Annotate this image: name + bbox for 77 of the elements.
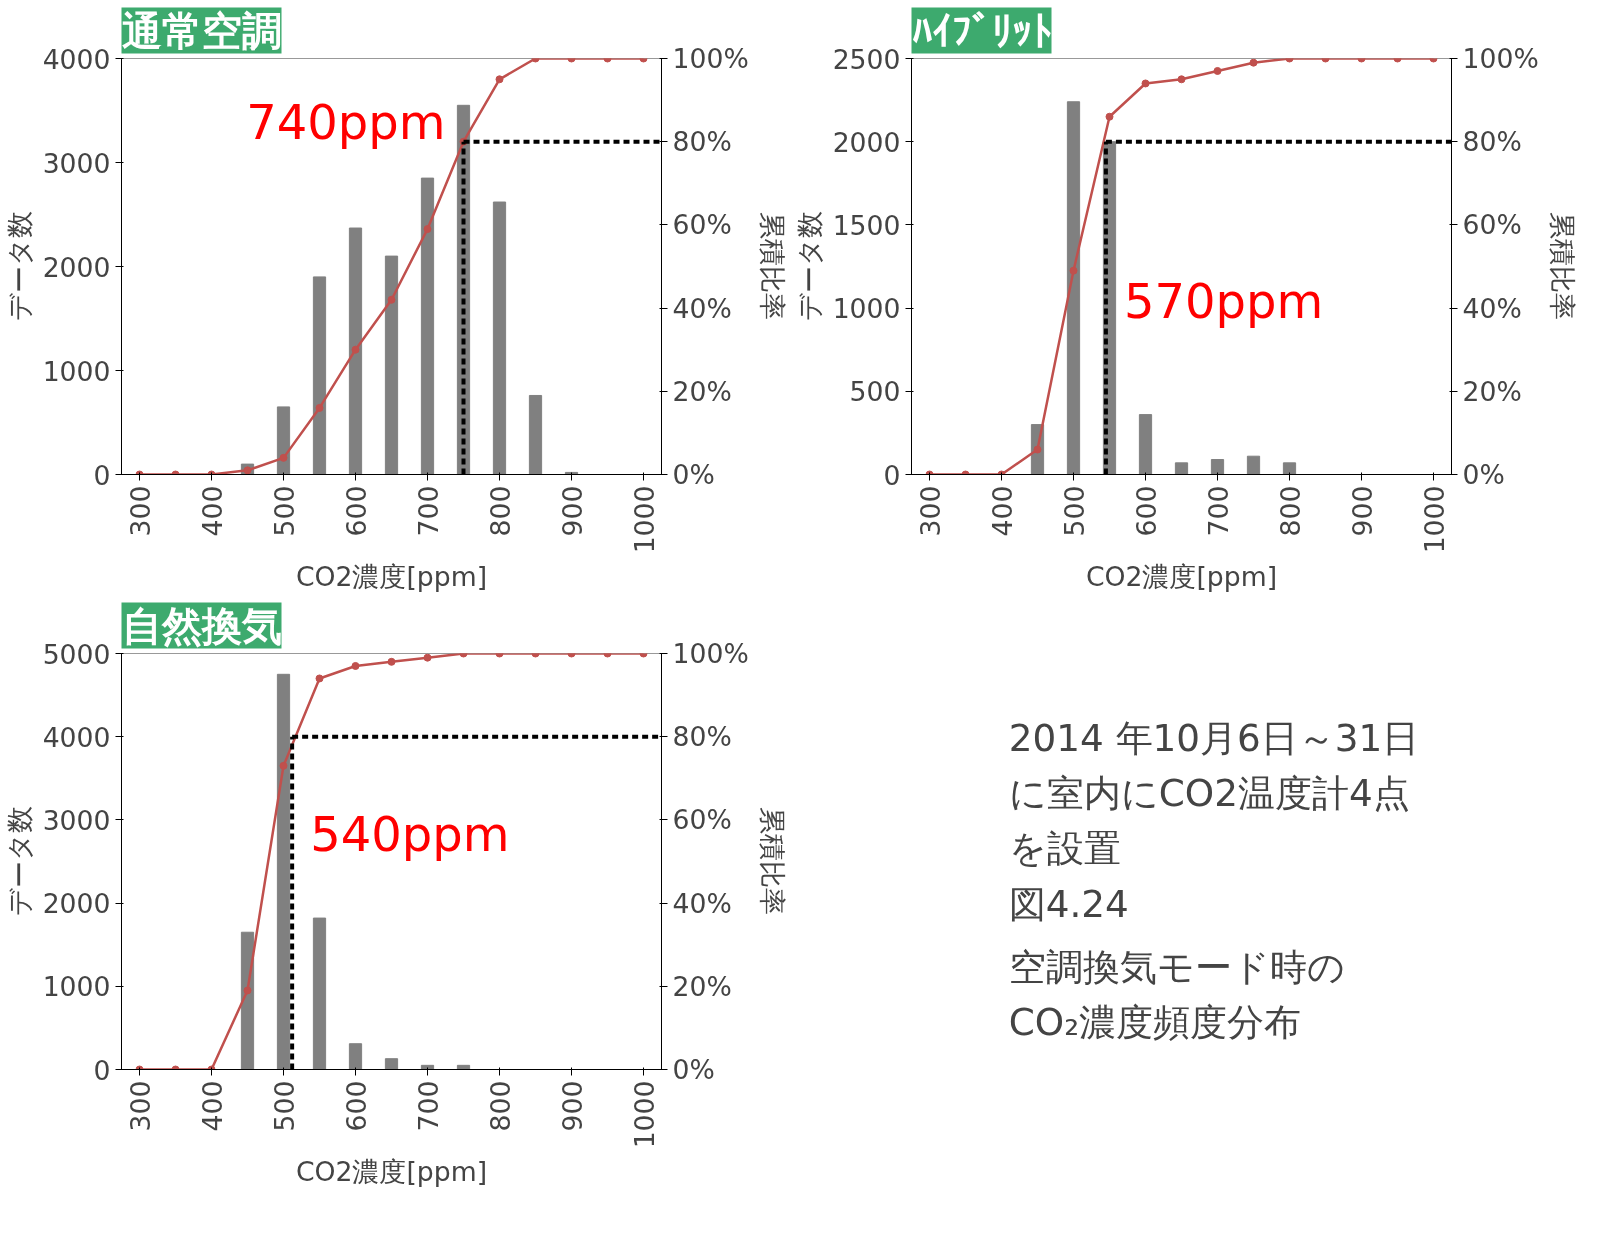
x-tick-label: 900 — [556, 485, 588, 537]
y2-tick-label: 80% — [672, 126, 732, 158]
chart-title: 自然換気 — [121, 602, 282, 649]
y2-tick-label: 40% — [672, 292, 732, 324]
x-tick-label: 1000 — [628, 1080, 660, 1149]
x-tick-label: 300 — [914, 485, 946, 537]
y2-axis-title: 累積比率 — [1546, 212, 1578, 321]
x-tick-label: 1000 — [628, 485, 660, 554]
y2-tick-label: 0% — [1462, 459, 1505, 490]
y-tick-label: 3000 — [42, 804, 111, 836]
y-axis-title: データ数 — [793, 211, 825, 322]
y2-tick-label: 100% — [672, 638, 749, 669]
x-tick-label: 400 — [986, 485, 1018, 537]
y-tick-label: 500 — [849, 376, 901, 408]
x-tick-label: 400 — [196, 1080, 228, 1132]
ref-line-label: 540ppm — [310, 805, 510, 862]
y2-tick-label: 0% — [672, 1054, 715, 1085]
chart-title: ﾊｲﾌﾞﾘｯﾄ — [911, 7, 1052, 54]
text: 空調換気モード時のCO₂濃度頻度分布 — [1008, 944, 1345, 1044]
y-tick-label: 3000 — [42, 147, 111, 179]
text: 2014 年10月6日～31日に室内にCO2温度計4点を設置 — [1008, 715, 1420, 870]
ref-line-label: 740ppm — [246, 94, 446, 151]
x-tick-label: 600 — [340, 485, 372, 537]
y2-tick-label: 60% — [1462, 209, 1522, 241]
ref-line-label: 570ppm — [1123, 272, 1324, 329]
y2-tick-label: 20% — [672, 970, 732, 1002]
y2-tick-label: 60% — [672, 804, 732, 836]
x-tick-label: 800 — [484, 485, 516, 537]
x-tick-label: 800 — [484, 1080, 516, 1132]
caption: 図4.24 — [1008, 882, 1129, 927]
x-axis-title: CO2濃度[ppm] — [295, 561, 488, 593]
y-tick-label: 1000 — [42, 971, 111, 1003]
x-tick-label: 800 — [1274, 485, 1306, 537]
x-tick-label: 500 — [268, 485, 300, 537]
x-tick-label: 700 — [412, 1080, 444, 1132]
x-axis-title: CO2濃度[ppm] — [1085, 561, 1278, 593]
y2-tick-label: 100% — [1462, 43, 1539, 74]
x-tick-label: 300 — [124, 1080, 156, 1132]
y2-tick-label: 60% — [672, 209, 732, 241]
y-tick-label: 2500 — [832, 43, 901, 75]
x-tick-label: 600 — [340, 1080, 372, 1132]
y-tick-label: 4000 — [42, 43, 111, 75]
y2-tick-label: 20% — [1462, 375, 1522, 407]
x-tick-label: 500 — [1058, 485, 1090, 537]
y2-tick-label: 100% — [672, 43, 749, 74]
x-tick-label: 700 — [412, 485, 444, 537]
y-axis-title: データ数 — [3, 806, 35, 917]
y-tick-label: 4000 — [42, 721, 111, 753]
x-tick-label: 300 — [124, 485, 156, 537]
y2-tick-label: 20% — [672, 375, 732, 407]
y2-tick-label: 80% — [1462, 126, 1522, 158]
y-tick-label: 2000 — [42, 251, 111, 283]
x-tick-label: 700 — [1202, 485, 1234, 537]
x-tick-label: 900 — [556, 1080, 588, 1132]
x-tick-label: 1000 — [1418, 485, 1450, 554]
x-tick-label: 400 — [196, 485, 228, 537]
y2-tick-label: 40% — [1462, 292, 1522, 324]
y2-tick-label: 0% — [672, 459, 715, 490]
y-tick-label: 0 — [883, 459, 901, 491]
x-tick-label: 500 — [268, 1080, 300, 1132]
y-tick-label: 5000 — [42, 638, 111, 670]
y-tick-label: 0 — [93, 459, 111, 491]
x-axis-title: CO2濃度[ppm] — [295, 1156, 488, 1188]
y-tick-label: 1000 — [832, 293, 901, 325]
y-tick-label: 1000 — [42, 355, 111, 387]
y2-tick-label: 80% — [672, 721, 732, 753]
y2-tick-label: 40% — [672, 887, 732, 919]
x-tick-label: 600 — [1130, 485, 1162, 537]
y2-axis-title: 累積比率 — [756, 807, 788, 916]
x-tick-label: 900 — [1346, 485, 1378, 537]
y-tick-label: 1500 — [832, 209, 901, 241]
y-tick-label: 0 — [93, 1054, 111, 1086]
y2-axis-title: 累積比率 — [756, 212, 788, 321]
y-tick-label: 2000 — [42, 888, 111, 920]
chart-title: 通常空調 — [121, 7, 282, 54]
y-tick-label: 2000 — [832, 126, 901, 158]
y-axis-title: データ数 — [3, 211, 35, 322]
